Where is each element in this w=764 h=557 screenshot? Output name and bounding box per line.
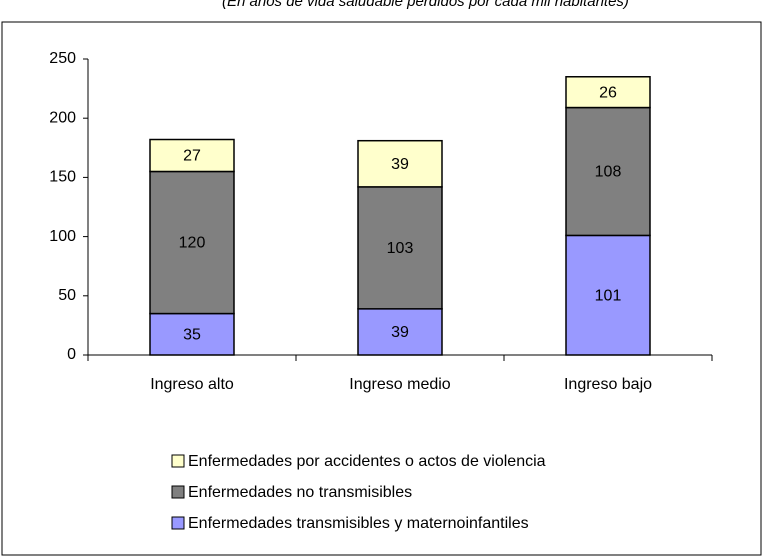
bar-segment xyxy=(357,139,443,188)
x-tick-label: Ingreso bajo xyxy=(564,376,652,393)
chart-subtitle: (En años de vida saludable perdidos por … xyxy=(222,0,629,10)
bar-segment xyxy=(565,106,651,237)
legend-swatch xyxy=(171,485,185,499)
data-label: 27 xyxy=(183,148,201,165)
bar-segment xyxy=(149,312,235,356)
x-tick-label: Ingreso medio xyxy=(349,376,450,393)
y-tick-label: 200 xyxy=(49,109,76,126)
y-tick-label: 250 xyxy=(49,50,76,67)
bar-segment xyxy=(149,138,235,173)
legend-label: Enfermedades no transmisibles xyxy=(188,484,412,501)
legend-label: Enfermedades por accidentes o actos de v… xyxy=(188,453,546,470)
bar-segment xyxy=(565,76,651,109)
legend-swatch xyxy=(171,454,185,468)
legend-swatch xyxy=(171,516,185,530)
y-tick-label: 100 xyxy=(49,228,76,245)
bar-segment xyxy=(149,170,235,315)
y-tick-label: 150 xyxy=(49,169,76,186)
bar-segment xyxy=(357,308,443,356)
data-label: 101 xyxy=(595,287,622,304)
x-tick-label: Ingreso alto xyxy=(150,376,234,393)
bar-segment xyxy=(565,234,651,356)
data-label: 26 xyxy=(599,84,617,101)
y-tick-label: 0 xyxy=(67,346,76,363)
data-label: 39 xyxy=(391,156,409,173)
data-label: 120 xyxy=(179,235,206,252)
data-label: 39 xyxy=(391,324,409,341)
data-label: 108 xyxy=(595,164,622,181)
data-label: 35 xyxy=(183,326,201,343)
y-tick-label: 50 xyxy=(58,287,76,304)
legend-label: Enfermedades transmisibles y maternoinfa… xyxy=(188,515,529,532)
data-label: 103 xyxy=(387,240,414,257)
bar-segment xyxy=(357,186,443,310)
